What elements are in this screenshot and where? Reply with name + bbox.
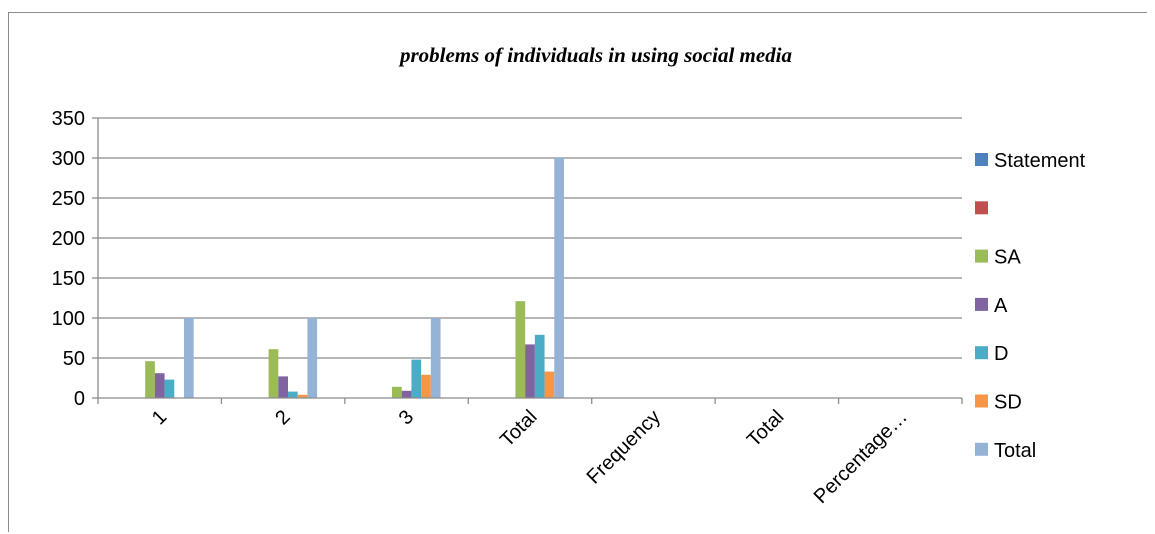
legend-swatch — [975, 201, 988, 215]
y-axis-ticks: 0 50 100 150 200 250 300 350 — [52, 108, 98, 410]
legend-swatch — [975, 249, 988, 263]
legend-swatch — [975, 442, 988, 456]
y-tick-label: 100 — [52, 308, 85, 330]
y-tick-label: 200 — [52, 228, 85, 250]
y-tick-label: 350 — [52, 108, 85, 130]
bar — [544, 371, 555, 398]
legend-swatch — [975, 394, 988, 408]
bar — [554, 158, 564, 398]
bar — [268, 349, 279, 398]
axes — [97, 118, 962, 399]
x-tick-label: 3 — [395, 406, 418, 429]
legend-swatch — [975, 346, 988, 360]
x-tick-label: Total — [743, 406, 788, 451]
chart-frame — [8, 12, 1147, 532]
bar — [287, 391, 298, 398]
bar — [421, 374, 431, 398]
x-tick-label: 2 — [271, 406, 294, 429]
bar — [392, 386, 402, 398]
bar — [534, 334, 545, 398]
bar — [411, 359, 422, 398]
x-tick-label: Total — [496, 406, 541, 451]
legend-label: D — [994, 343, 1008, 365]
legend-label: SA — [994, 247, 1021, 269]
bar — [515, 301, 526, 398]
bar — [154, 373, 165, 398]
bar — [525, 344, 535, 398]
x-tick-label: Percentage… — [810, 406, 912, 508]
legend-label: SD — [994, 392, 1022, 414]
legend-label: A — [994, 295, 1008, 317]
y-tick-label: 50 — [63, 348, 85, 370]
y-tick-label: 150 — [52, 268, 85, 290]
y-tick-label: 300 — [52, 148, 85, 170]
bar — [307, 318, 318, 398]
gridlines — [98, 117, 962, 359]
bar — [401, 390, 412, 398]
x-tick-label: Frequency — [583, 406, 665, 488]
bar — [145, 361, 155, 398]
chart-title: problems of individuals in using social … — [398, 43, 792, 67]
y-tick-label: 250 — [52, 188, 85, 210]
bar — [297, 394, 308, 398]
y-tick-label: 0 — [74, 388, 85, 410]
bar — [430, 318, 441, 398]
bars — [145, 158, 564, 398]
legend-swatch — [975, 297, 988, 311]
x-axis-ticks: 1 2 3 Total Frequency Total Percentage… — [97, 398, 963, 508]
bar — [183, 318, 194, 398]
legend: Statement SA A D SD Total — [975, 150, 1086, 462]
bar — [278, 376, 288, 398]
legend-label: Total — [994, 440, 1036, 462]
bar — [164, 379, 175, 398]
x-tick-label: 1 — [148, 406, 171, 429]
legend-swatch — [975, 153, 988, 166]
legend-label: Statement — [994, 150, 1086, 172]
